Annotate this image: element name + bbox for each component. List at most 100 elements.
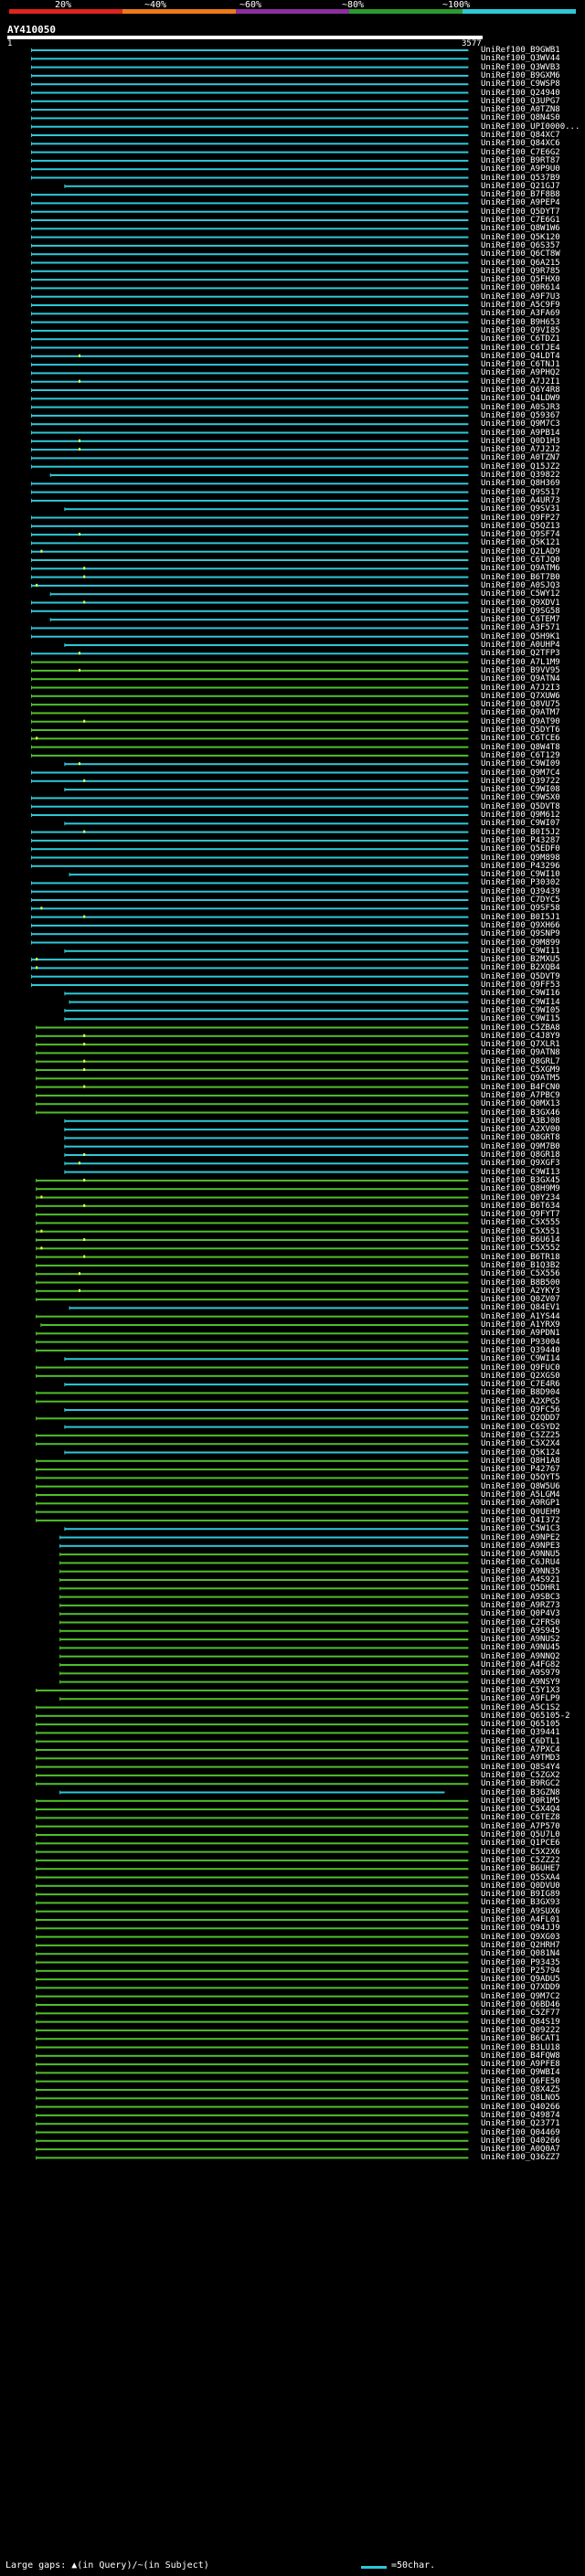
hit-label[interactable]: UniRef100_B4FQW8 (481, 2051, 560, 2061)
hit-label[interactable]: UniRef100_B4FCN0 (481, 1082, 560, 1092)
hit-label[interactable]: UniRef100_B3GX93 (481, 1898, 560, 1908)
hit-bar[interactable] (31, 338, 469, 341)
hit-bar[interactable] (36, 1757, 469, 1760)
hit-bar[interactable] (31, 779, 469, 782)
hit-bar[interactable] (31, 754, 469, 757)
hit-bar[interactable] (36, 2020, 469, 2023)
hit-label[interactable]: UniRef100_Q8W4T8 (481, 742, 560, 752)
hit-bar[interactable] (36, 2004, 469, 2006)
hit-label[interactable]: UniRef100_A7P570 (481, 1821, 560, 1831)
hit-label[interactable]: UniRef100_Q15JZ2 (481, 461, 560, 472)
hit-bar[interactable] (64, 1528, 469, 1531)
hit-label[interactable]: UniRef100_Q9FUC0 (481, 1362, 560, 1373)
hit-label[interactable]: UniRef100_A9P9U0 (481, 164, 560, 175)
hit-label[interactable]: UniRef100_Q9XDV1 (481, 598, 560, 608)
hit-bar[interactable] (36, 1230, 469, 1233)
hit-label[interactable]: UniRef100_C9WI14 (481, 997, 560, 1007)
hit-bar[interactable] (36, 1281, 469, 1284)
hit-bar[interactable] (31, 984, 469, 986)
hit-label[interactable]: UniRef100_B6UHE7 (481, 1864, 560, 1874)
hit-label[interactable]: UniRef100_B9GWB1 (481, 46, 560, 55)
hit-label[interactable]: UniRef100_Q9ATM5 (481, 1074, 560, 1084)
hit-bar[interactable] (59, 1570, 469, 1573)
hit-bar[interactable] (31, 771, 469, 774)
hit-bar[interactable] (31, 907, 469, 910)
hit-label[interactable]: UniRef100_A4S921 (481, 1575, 560, 1585)
hit-label[interactable]: UniRef100_P93004 (481, 1337, 560, 1347)
hit-label[interactable]: UniRef100_C9WSP8 (481, 80, 560, 90)
hit-label[interactable]: UniRef100_Q36ZZ7 (481, 2153, 560, 2163)
hit-bar[interactable] (36, 1434, 469, 1436)
hit-bar[interactable] (31, 423, 469, 426)
hit-bar[interactable] (31, 346, 469, 349)
hit-label[interactable]: UniRef100_Q6CT8W (481, 249, 560, 260)
hit-label[interactable]: UniRef100_A9F7U3 (481, 292, 560, 302)
hit-bar[interactable] (59, 1579, 469, 1581)
hit-label[interactable]: UniRef100_Q5QZ13 (481, 521, 560, 531)
hit-bar[interactable] (36, 1400, 469, 1403)
hit-label[interactable]: UniRef100_P43296 (481, 861, 560, 871)
hit-label[interactable]: UniRef100_B8B500 (481, 1277, 560, 1288)
hit-bar[interactable] (64, 992, 469, 995)
hit-label[interactable]: UniRef100_Q84S19 (481, 2017, 560, 2027)
hit-bar[interactable] (59, 1587, 469, 1590)
hit-label[interactable]: UniRef100_C6TDZ1 (481, 334, 560, 345)
hit-label[interactable]: UniRef100_B2XQB4 (481, 963, 560, 973)
hit-label[interactable]: UniRef100_B0I5J2 (481, 827, 560, 837)
hit-bar[interactable] (36, 1740, 469, 1743)
hit-label[interactable]: UniRef100_C2FRS0 (481, 1617, 560, 1627)
hit-label[interactable]: UniRef100_P43287 (481, 835, 560, 845)
hit-bar[interactable] (36, 1179, 469, 1182)
hit-bar[interactable] (36, 1349, 469, 1352)
hit-bar[interactable] (31, 228, 469, 230)
hit-label[interactable]: UniRef100_Q9FYT7 (481, 1210, 560, 1220)
hit-bar[interactable] (31, 712, 469, 715)
hit-label[interactable]: UniRef100_Q09222 (481, 2025, 560, 2035)
hit-label[interactable]: UniRef100_A0UHP4 (481, 641, 560, 650)
hit-label[interactable]: UniRef100_Q2LAD9 (481, 546, 560, 557)
hit-bar[interactable] (31, 355, 469, 357)
hit-bar[interactable] (31, 176, 469, 179)
hit-bar[interactable] (31, 601, 469, 604)
hit-label[interactable]: UniRef100_A9TMD3 (481, 1754, 560, 1764)
hit-bar[interactable] (36, 1052, 469, 1055)
hit-label[interactable]: UniRef100_Q3UPG7 (481, 96, 560, 106)
hit-bar[interactable] (49, 474, 469, 476)
hit-bar[interactable] (59, 1655, 469, 1658)
hit-bar[interactable] (31, 406, 469, 408)
hit-label[interactable]: UniRef100_Q9S517 (481, 487, 560, 497)
hit-bar[interactable] (31, 516, 469, 519)
hit-label[interactable]: UniRef100_A4FL01 (481, 1915, 560, 1924)
hit-label[interactable]: UniRef100_C7E6G2 (481, 147, 560, 157)
hit-bar[interactable] (59, 1562, 469, 1564)
hit-bar[interactable] (31, 635, 469, 638)
hit-bar[interactable] (31, 542, 469, 545)
hit-label[interactable]: UniRef100_Q8H1A8 (481, 1456, 560, 1466)
hit-label[interactable]: UniRef100_C5ZGX2 (481, 1770, 560, 1780)
hit-label[interactable]: UniRef100_Q8VU75 (481, 700, 560, 710)
hit-bar[interactable] (40, 1324, 469, 1326)
hit-bar[interactable] (36, 1086, 469, 1088)
hit-bar[interactable] (31, 202, 469, 205)
hit-label[interactable]: UniRef100_C6TJE4 (481, 343, 560, 353)
hit-label[interactable]: UniRef100_C7DYC5 (481, 896, 560, 905)
hit-bar[interactable] (36, 1299, 469, 1301)
hit-bar[interactable] (31, 534, 469, 536)
hit-label[interactable]: UniRef100_B9GXM6 (481, 70, 560, 80)
hit-bar[interactable] (64, 1137, 469, 1140)
hit-label[interactable]: UniRef100_C6T129 (481, 750, 560, 760)
hit-label[interactable]: UniRef100_B3GX45 (481, 1175, 560, 1185)
hit-bar[interactable] (36, 2054, 469, 2057)
hit-label[interactable]: UniRef100_A3BJ08 (481, 1116, 560, 1126)
hit-bar[interactable] (36, 1969, 469, 1972)
hit-label[interactable]: UniRef100_A9NN35 (481, 1566, 560, 1576)
hit-bar[interactable] (36, 1443, 469, 1446)
hit-bar[interactable] (69, 1307, 469, 1309)
hit-bar[interactable] (31, 143, 469, 145)
hit-label[interactable]: UniRef100_C9WI05 (481, 1005, 560, 1015)
hit-bar[interactable] (64, 1009, 469, 1012)
hit-label[interactable]: UniRef100_Q9ATM6 (481, 564, 560, 574)
hit-label[interactable]: UniRef100_A9NPE3 (481, 1541, 560, 1551)
hit-label[interactable]: UniRef100_Q5DVT8 (481, 801, 560, 811)
hit-bar[interactable] (31, 58, 469, 60)
